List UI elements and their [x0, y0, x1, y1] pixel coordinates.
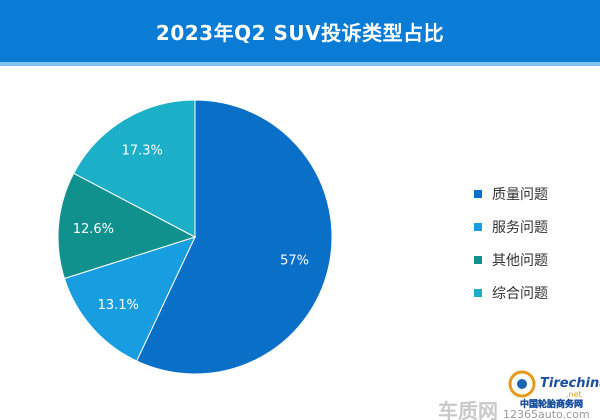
- legend-swatch: [474, 289, 482, 297]
- legend-swatch: [474, 256, 482, 264]
- legend-item-service: 服务问题: [474, 217, 548, 237]
- legend-swatch: [474, 190, 482, 198]
- legend-label: 其他问题: [492, 253, 548, 269]
- chart-legend: 质量问题服务问题其他问题综合问题: [474, 184, 548, 303]
- pie-chart: 57% 13.1% 12.6% 17.3%: [57, 99, 333, 375]
- pie-slice-service: [63, 236, 196, 362]
- pie-slices: [57, 99, 333, 375]
- pie-labels: 57% 13.1% 12.6% 17.3%: [73, 144, 309, 314]
- pie-label-service: 13.1%: [98, 298, 139, 313]
- legend-label: 服务问题: [492, 220, 548, 236]
- legend-item-other: 其他问题: [474, 250, 548, 270]
- header-underline: [0, 62, 600, 66]
- legend-item-general: 综合问题: [474, 283, 548, 303]
- pie-label-general: 17.3%: [122, 144, 163, 159]
- pie-slice-quality: [136, 99, 333, 375]
- pie-label-other: 12.6%: [73, 222, 114, 237]
- chart-title: 2023年Q2 SUV投诉类型占比: [155, 20, 445, 45]
- pie-label-quality: 57%: [280, 253, 309, 268]
- pie-slice-general: [73, 99, 196, 238]
- legend-label: 综合问题: [492, 286, 548, 302]
- legend-swatch: [474, 223, 482, 231]
- legend-label: 质量问题: [492, 187, 548, 203]
- legend-item-quality: 质量问题: [474, 184, 548, 204]
- pie-slice-other: [57, 172, 197, 280]
- chart-header: 2023年Q2 SUV投诉类型占比: [0, 0, 600, 62]
